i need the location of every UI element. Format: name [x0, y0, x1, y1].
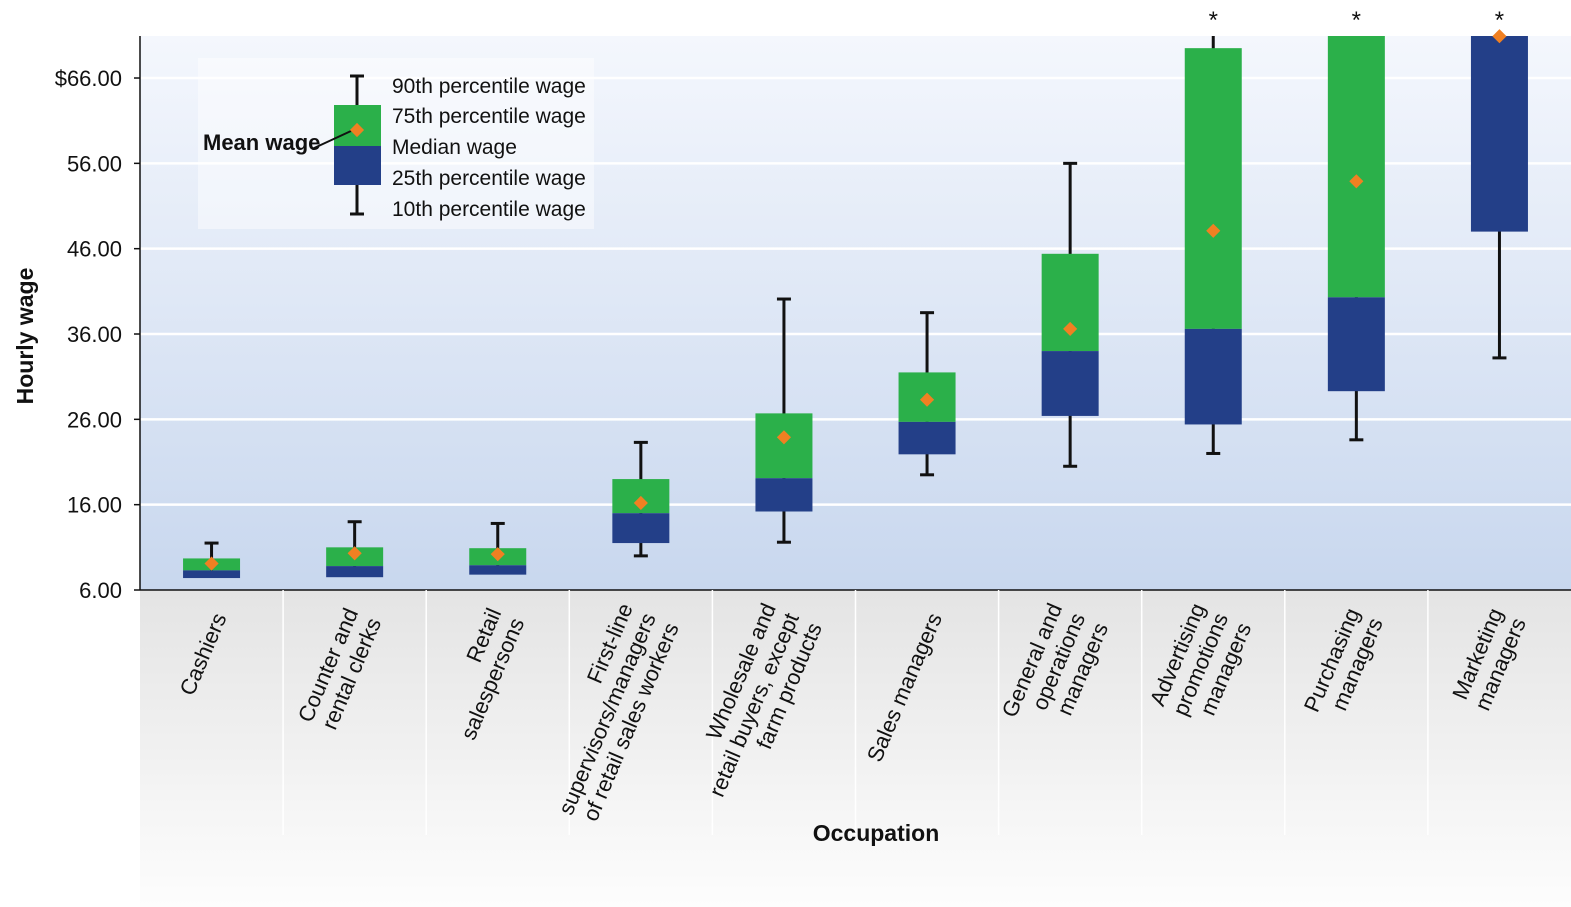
y-tick-label: 16.00: [67, 493, 122, 518]
lower-box: [469, 565, 527, 575]
lower-box: [183, 570, 241, 579]
upper-box: [755, 413, 813, 479]
truncation-asterisk: *: [1352, 7, 1361, 34]
legend: Mean wage 90th percentile wage 75th perc…: [198, 58, 594, 229]
y-tick-label: 26.00: [67, 407, 122, 432]
legend-label-median: Median wage: [392, 136, 517, 159]
legend-label-p10: 10th percentile wage: [392, 198, 586, 221]
upper-box: [1184, 48, 1242, 329]
category-dividers: [282, 590, 1429, 835]
box-plots: * * *: [183, 7, 1528, 579]
legend-background: [198, 58, 594, 229]
box-plot: [469, 521, 527, 575]
lower-box: [1184, 328, 1242, 425]
y-axis-title: Hourly wage: [12, 268, 38, 405]
upper-box: [1327, 36, 1385, 298]
box-plot: [183, 541, 241, 579]
y-tick-label: 56.00: [67, 151, 122, 176]
box-plot: [898, 311, 956, 477]
mean-marker: [633, 495, 648, 511]
truncation-asterisk: *: [1209, 7, 1218, 34]
box-plot: *: [1470, 7, 1528, 360]
mean-marker: [347, 546, 362, 561]
legend-label-p25: 25th percentile wage: [392, 167, 586, 190]
lower-box: [755, 478, 813, 512]
legend-lower-box: [334, 146, 381, 185]
y-tick-label: 46.00: [67, 237, 122, 262]
legend-mean-label: Mean wage: [203, 130, 320, 155]
mean-marker: [204, 556, 219, 571]
box-plot: *: [1327, 7, 1385, 442]
box-plot: [612, 440, 670, 558]
mean-marker: [776, 430, 792, 445]
y-axis: 6.00 16.00 26.00 36.00 46.00 56.00 $66.00: [55, 36, 1571, 603]
y-tick-label: $66.00: [55, 66, 122, 91]
truncation-asterisk: *: [1495, 7, 1504, 34]
mean-marker: [1206, 223, 1221, 238]
mean-marker: [490, 547, 505, 562]
lower-box: [1041, 351, 1099, 416]
lower-box: [326, 566, 384, 578]
upper-box: [1041, 253, 1099, 352]
lower-box: [1470, 36, 1528, 232]
mean-marker: [1492, 29, 1507, 44]
mean-marker: [1349, 174, 1364, 189]
legend-label-p75: 75th percentile wage: [392, 105, 586, 128]
box-plot: *: [1184, 7, 1242, 455]
lower-box: [898, 421, 956, 455]
legend-mean-marker: [349, 122, 365, 138]
y-tick-label: 6.00: [79, 578, 122, 603]
box-plot: [755, 297, 813, 544]
lower-box: [1327, 297, 1385, 392]
box-plot: [326, 520, 384, 578]
x-axis-title: Occupation: [813, 820, 940, 846]
mean-marker: [919, 392, 935, 407]
y-tick-label: 36.00: [67, 322, 122, 347]
lower-box: [612, 513, 670, 544]
legend-mean-pointer: [311, 130, 352, 150]
box-plot: [1041, 161, 1099, 468]
legend-label-p90: 90th percentile wage: [392, 75, 586, 98]
mean-marker: [1063, 321, 1078, 336]
